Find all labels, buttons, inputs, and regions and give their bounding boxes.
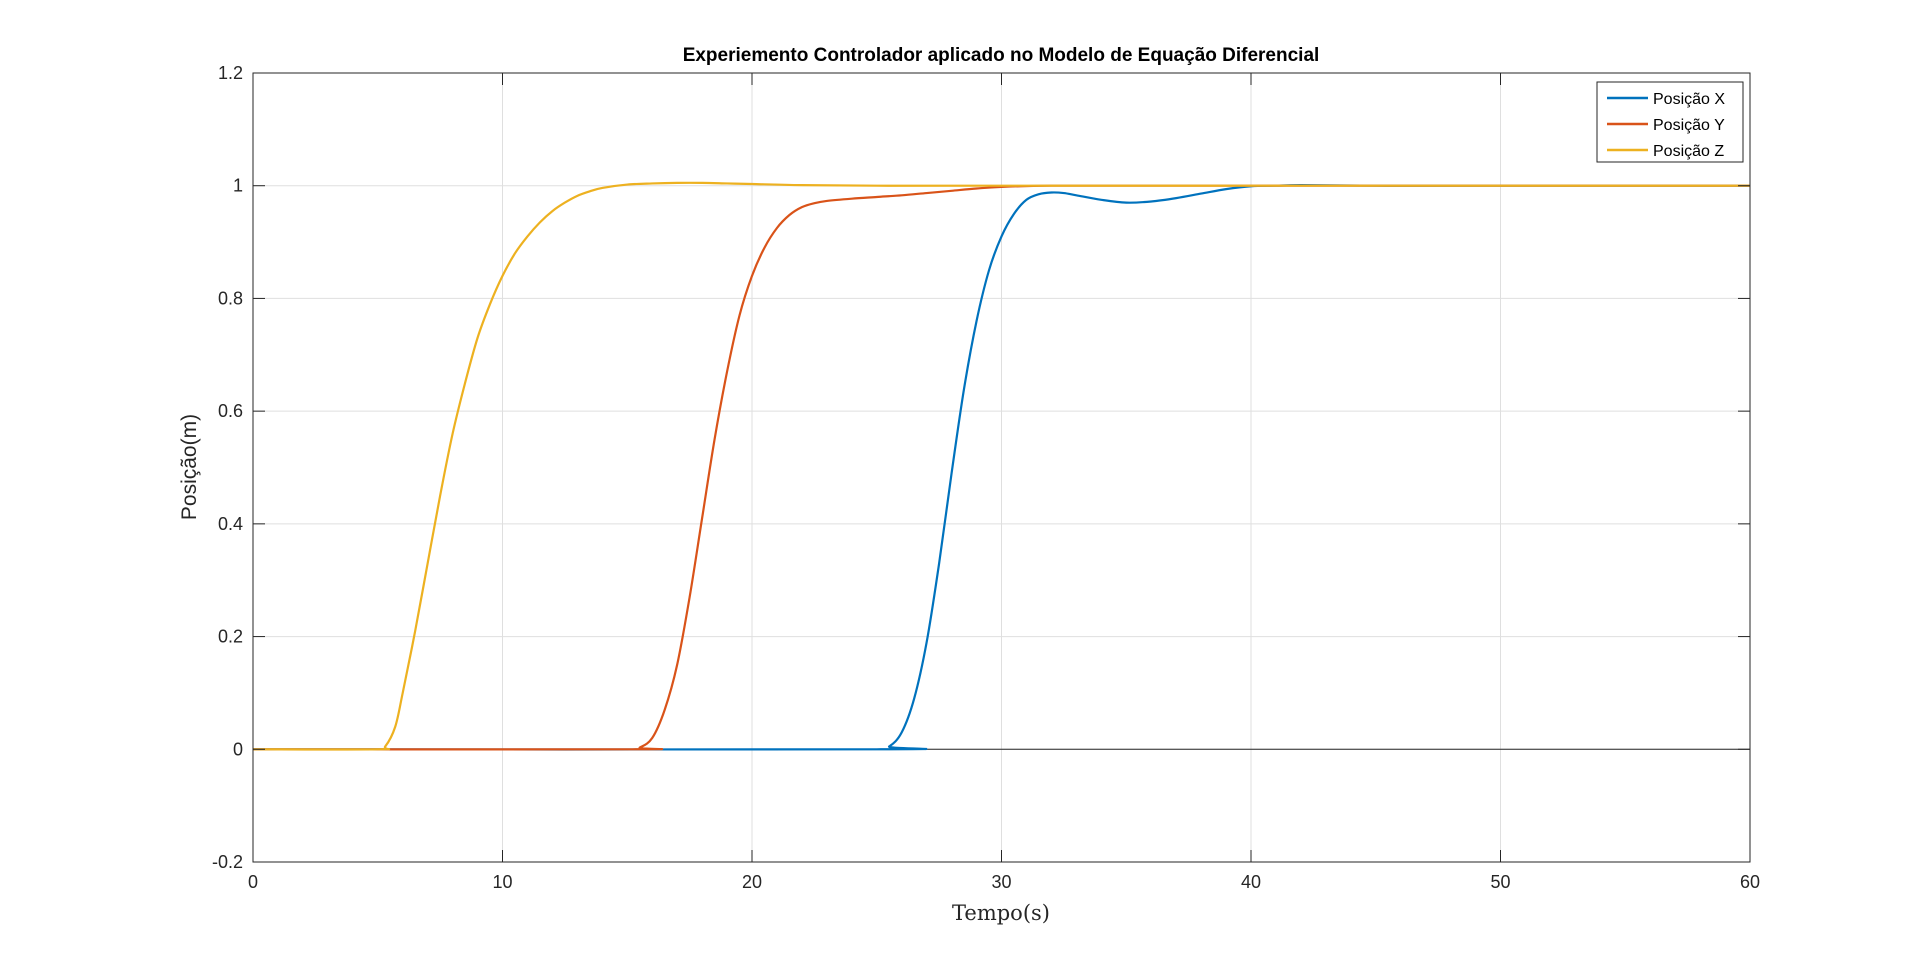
y-tick-label: 0.2 <box>218 627 243 647</box>
series-layer <box>252 181 1750 751</box>
x-tick-labels: 0 10 20 30 40 50 60 <box>248 872 1760 892</box>
y-axis-label: Posição(m) <box>178 414 201 520</box>
legend-label-posicao-x: Posição X <box>1653 91 1725 108</box>
x-tick-label: 10 <box>492 872 512 892</box>
legend-label-posicao-y: Posição Y <box>1653 117 1725 134</box>
legend-label-posicao-z: Posição Z <box>1653 143 1724 160</box>
legend: Posição X Posição Y Posição Z <box>1596 81 1744 163</box>
y-tick-label: 0.6 <box>218 401 243 421</box>
x-tick-label: 30 <box>991 872 1011 892</box>
y-tick-label: 0.8 <box>218 288 243 308</box>
y-tick-label: 1.2 <box>218 63 243 83</box>
y-tick-label: 0.4 <box>218 514 243 534</box>
x-tick-label: 20 <box>742 872 762 892</box>
chart-title: Experiemento Controlador aplicado no Mod… <box>683 45 1320 66</box>
series-line-posicao-z <box>252 181 1750 751</box>
x-axis-label: Tempo(s) <box>952 901 1050 925</box>
axis-ticks <box>252 72 1751 863</box>
legend-box <box>1596 81 1744 163</box>
x-tick-label: 50 <box>1490 872 1510 892</box>
x-tick-label: 60 <box>1740 872 1760 892</box>
x-tick-label: 40 <box>1241 872 1261 892</box>
x-tick-label: 0 <box>248 872 258 892</box>
y-tick-label: -0.2 <box>212 852 243 872</box>
y-tick-label: 0 <box>233 739 243 759</box>
y-tick-labels: -0.2 0 0.2 0.4 0.6 0.8 1 1.2 <box>212 63 243 872</box>
y-tick-label: 1 <box>233 176 243 196</box>
